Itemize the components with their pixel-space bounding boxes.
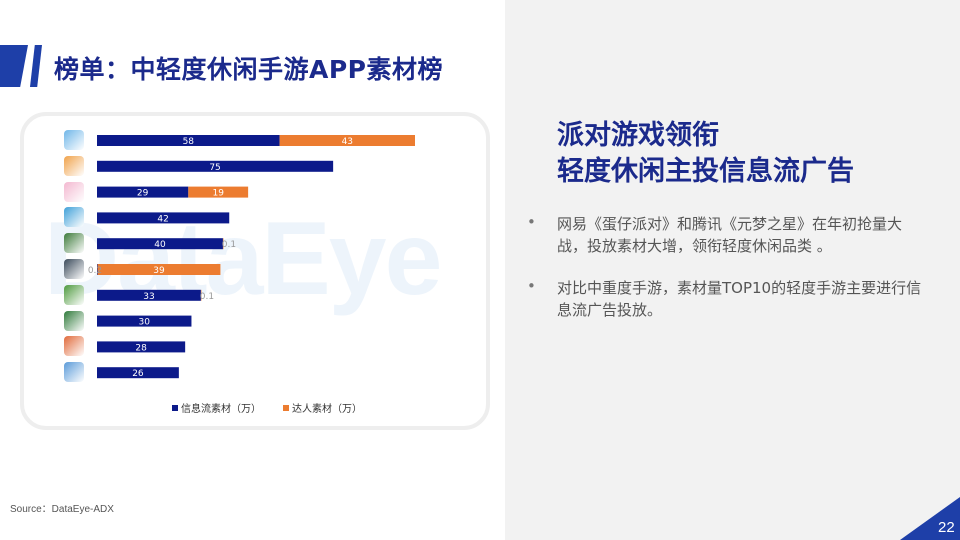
bar-info-flow <box>97 315 192 327</box>
game-icon-7 <box>64 284 84 305</box>
data-label-info-flow: 26 <box>132 369 144 379</box>
chart-legend: 信息流素材（万） 达人素材（万） <box>172 402 362 415</box>
data-label-influencer: 0.1 <box>222 240 236 250</box>
source-note: Source：DataEye-ADX <box>10 504 114 515</box>
bar-info-flow <box>97 238 223 250</box>
bullet-item: • 网易《蛋仔派对》和腾讯《元梦之星》在年初抢量大战，投放素材大增，领衔轻度休闲… <box>527 213 927 257</box>
bar-influencer <box>222 238 224 250</box>
data-label-influencer: 43 <box>342 137 353 147</box>
data-label-influencer: 0.1 <box>200 292 214 302</box>
headline-line-1: 派对游戏领衔 <box>557 120 719 151</box>
bar-info-flow <box>97 341 186 353</box>
insight-bullets: • 网易《蛋仔派对》和腾讯《元梦之星》在年初抢量大战，投放素材大增，领衔轻度休闲… <box>527 213 927 341</box>
data-label-info-flow: 30 <box>139 318 151 328</box>
page-number: 22 <box>938 519 955 536</box>
game-icon-6 <box>64 259 84 279</box>
bar-info-flow <box>97 212 230 224</box>
bullet-dot-icon: • <box>527 277 536 295</box>
data-label-info-flow: 58 <box>183 137 195 147</box>
game-icon-10 <box>64 362 84 383</box>
bar-influencer <box>279 135 415 146</box>
page-title: 榜单：中轻度休闲手游APP素材榜 <box>54 55 443 84</box>
bar-influencer <box>200 289 202 301</box>
bar-influencer <box>188 186 249 198</box>
game-icon-5 <box>64 233 84 254</box>
game-icon-2 <box>64 155 84 176</box>
insight-headline: 派对游戏领衔 轻度休闲主投信息流广告 <box>557 118 854 190</box>
bullet-dot-icon: • <box>527 213 536 231</box>
legend-label-influencer: 达人素材（万） <box>292 402 362 415</box>
bar-info-flow <box>97 289 201 301</box>
data-label-info-flow: 40 <box>154 240 166 250</box>
legend-swatch-info-flow <box>172 405 178 411</box>
legend-label-info-flow: 信息流素材（万） <box>181 402 261 415</box>
bar-info-flow <box>97 135 280 146</box>
game-icon-1 <box>64 130 84 150</box>
bullet-text: 对比中重度手游，素材量TOP10的轻度手游主要进行信息流广告投放。 <box>557 279 922 319</box>
bullet-text: 网易《蛋仔派对》和腾讯《元梦之星》在年初抢量大战，投放素材大增，领衔轻度休闲品类… <box>557 215 903 255</box>
game-icon-4 <box>64 207 84 228</box>
bar-influencer <box>97 264 221 275</box>
bullet-item: • 对比中重度手游，素材量TOP10的轻度手游主要进行信息流广告投放。 <box>527 277 927 321</box>
data-label-influencer: 19 <box>212 189 224 199</box>
data-label-info-flow: 33 <box>143 292 154 302</box>
bar-info-flow <box>97 264 98 275</box>
data-label-info-flow: 0.2 <box>88 266 102 276</box>
data-label-info-flow: 28 <box>135 343 147 353</box>
data-label-info-flow: 29 <box>137 189 149 199</box>
headline-line-2: 轻度休闲主投信息流广告 <box>557 156 854 187</box>
bar-info-flow <box>97 186 189 198</box>
game-icon-9 <box>64 336 84 357</box>
game-icon-8 <box>64 310 84 331</box>
data-label-info-flow: 75 <box>209 163 220 173</box>
right-panel <box>505 0 960 540</box>
bar-info-flow <box>97 160 334 172</box>
legend-swatch-influencer <box>283 405 289 411</box>
data-label-influencer: 39 <box>153 266 165 276</box>
data-label-info-flow: 42 <box>157 214 168 224</box>
game-icon-3 <box>64 181 84 202</box>
bar-info-flow <box>97 367 179 379</box>
